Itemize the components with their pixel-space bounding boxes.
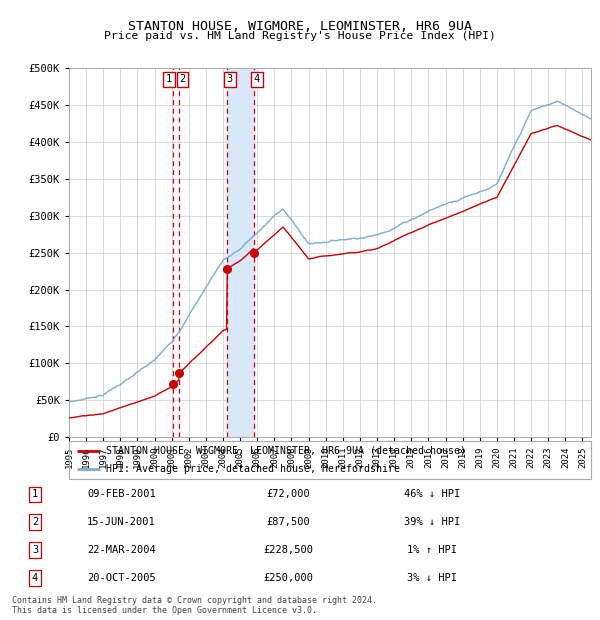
Text: £87,500: £87,500 <box>266 517 310 528</box>
Text: 39% ↓ HPI: 39% ↓ HPI <box>404 517 461 528</box>
Text: 2: 2 <box>32 517 38 528</box>
Text: 1% ↑ HPI: 1% ↑ HPI <box>407 545 457 556</box>
Text: 2: 2 <box>179 74 185 84</box>
Text: 3: 3 <box>32 545 38 556</box>
Text: 3% ↓ HPI: 3% ↓ HPI <box>407 573 457 583</box>
Text: HPI: Average price, detached house, Herefordshire: HPI: Average price, detached house, Here… <box>106 464 400 474</box>
Text: £228,500: £228,500 <box>263 545 313 556</box>
Text: 1: 1 <box>166 74 172 84</box>
Text: £250,000: £250,000 <box>263 573 313 583</box>
Text: 4: 4 <box>254 74 260 84</box>
Text: 3: 3 <box>227 74 233 84</box>
Text: 1: 1 <box>32 489 38 500</box>
Text: 4: 4 <box>32 573 38 583</box>
Text: STANTON HOUSE, WIGMORE, LEOMINSTER, HR6 9UA: STANTON HOUSE, WIGMORE, LEOMINSTER, HR6 … <box>128 20 472 33</box>
Text: 15-JUN-2001: 15-JUN-2001 <box>87 517 156 528</box>
Text: Price paid vs. HM Land Registry's House Price Index (HPI): Price paid vs. HM Land Registry's House … <box>104 31 496 41</box>
Text: £72,000: £72,000 <box>266 489 310 500</box>
Text: 20-OCT-2005: 20-OCT-2005 <box>87 573 156 583</box>
Text: Contains HM Land Registry data © Crown copyright and database right 2024.
This d: Contains HM Land Registry data © Crown c… <box>12 596 377 615</box>
Text: STANTON HOUSE, WIGMORE, LEOMINSTER, HR6 9UA (detached house): STANTON HOUSE, WIGMORE, LEOMINSTER, HR6 … <box>106 446 466 456</box>
Text: 22-MAR-2004: 22-MAR-2004 <box>87 545 156 556</box>
Text: 46% ↓ HPI: 46% ↓ HPI <box>404 489 461 500</box>
Bar <box>227 68 254 437</box>
Text: 09-FEB-2001: 09-FEB-2001 <box>87 489 156 500</box>
